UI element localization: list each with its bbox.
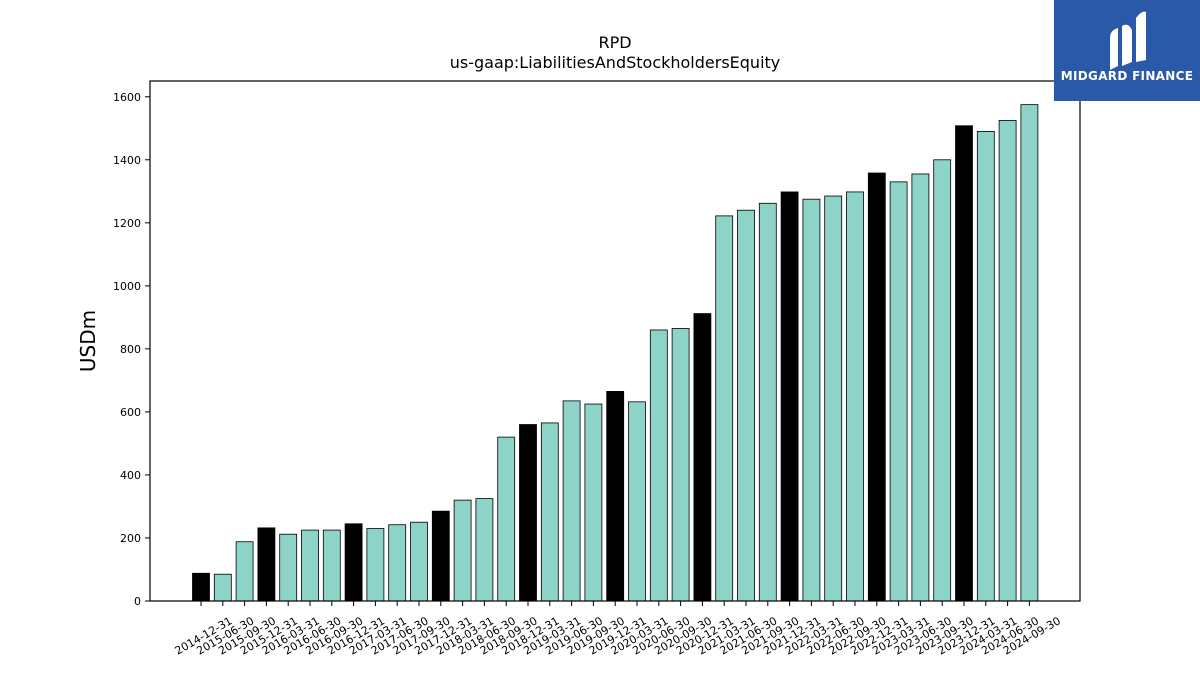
bar-2019-09-30: [584, 403, 603, 602]
bar-2016-03-31: [279, 533, 298, 602]
bar-2018-12-31: [519, 424, 537, 602]
bar-2019-12-31: [606, 391, 625, 602]
bar-2015-12-31: [257, 527, 276, 602]
bar-2021-12-31: [780, 191, 799, 602]
bar-2020-03-31: [628, 401, 646, 602]
bar-2021-06-30: [737, 209, 755, 602]
y-tick-label: 200: [120, 532, 141, 545]
y-axis-label: USDm: [76, 310, 100, 372]
y-tick-label: 1600: [113, 91, 141, 104]
bar-2020-09-30: [671, 327, 690, 602]
bar-2022-12-31: [867, 172, 886, 602]
bar-2023-03-31: [889, 181, 908, 602]
bar-2016-12-31: [344, 523, 363, 602]
bar-2017-09-30: [410, 521, 428, 602]
bar-2021-09-30: [758, 202, 777, 602]
bar-2024-06-30: [998, 119, 1017, 602]
y-tick-label: 0: [134, 595, 141, 608]
bar-2023-06-30: [911, 173, 930, 602]
bar-2018-09-30: [497, 436, 516, 602]
bar-2016-06-30: [301, 529, 319, 602]
y-tick-label: 1400: [113, 154, 141, 167]
bar-2017-12-31: [431, 510, 450, 602]
bar-2023-12-31: [955, 125, 973, 602]
bar-2017-03-31: [366, 528, 385, 602]
bar-2021-03-31: [715, 215, 734, 602]
y-axis-ticks: 0 200 400 600 800 1000 1200 1400 1600: [113, 91, 150, 608]
bar-2018-06-30: [475, 498, 494, 602]
bar-2024-09-30: [1020, 104, 1039, 602]
midgard-finance-logo: MIDGARD FINANCE: [1054, 0, 1200, 101]
logo-text: MIDGARD FINANCE: [1060, 69, 1194, 83]
chart-title: RPD: [598, 33, 631, 52]
bar-2020-12-31: [693, 313, 712, 602]
y-tick-label: 1200: [113, 217, 141, 230]
y-tick-label: 800: [120, 343, 141, 356]
bar-2015-09-30: [235, 541, 254, 602]
y-tick-label: 400: [120, 469, 141, 482]
chart-subtitle: us-gaap:LiabilitiesAndStockholdersEquity: [450, 53, 781, 72]
bar-2017-06-30: [388, 524, 407, 602]
y-tick-label: 1000: [113, 280, 141, 293]
bar-2022-09-30: [846, 191, 864, 602]
bar-2022-06-30: [824, 195, 843, 602]
bar-2022-03-31: [802, 198, 821, 602]
bar-2016-09-30: [322, 529, 341, 602]
bar-2020-06-30: [649, 329, 668, 602]
bar-2019-06-30: [562, 400, 581, 602]
bar-2018-03-31: [453, 499, 472, 602]
plot-frame: [149, 80, 1081, 602]
bars-group: [192, 104, 1039, 602]
bar-2023-09-30: [933, 159, 952, 602]
bar-2019-03-31: [540, 422, 559, 602]
logo-mark-icon: [1110, 11, 1146, 70]
x-axis-ticks: 2014-12-312015-06-302015-09-302015-12-31…: [173, 601, 1063, 658]
bar-2014-12-31: [192, 572, 210, 602]
bar-2015-06-30: [213, 573, 232, 602]
bar-2024-03-31: [976, 131, 995, 602]
y-tick-label: 600: [120, 406, 141, 419]
